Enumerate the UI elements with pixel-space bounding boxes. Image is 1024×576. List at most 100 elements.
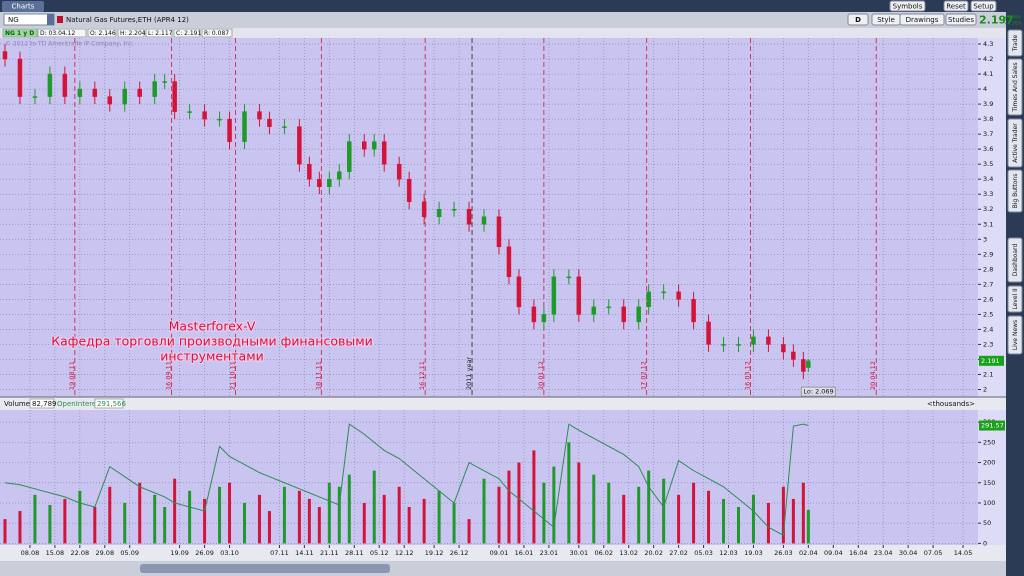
candle-body: [506, 246, 512, 278]
volume-header: [0, 397, 1006, 410]
period-marker-label: 16.09.11: [165, 361, 173, 390]
x-tick-label: 09.04: [824, 549, 843, 557]
candle-body: [107, 96, 113, 105]
side-tab-label[interactable]: Times And Sales: [1012, 62, 1019, 112]
price-plot: [0, 38, 978, 397]
x-tick-label: 12.03: [719, 549, 738, 557]
side-tab-label[interactable]: Active Trader: [1012, 123, 1019, 163]
volume-bar: [517, 462, 521, 544]
volume-bar: [218, 486, 222, 544]
volume-bar: [382, 494, 386, 544]
candle-body: [646, 291, 651, 308]
volume-bar: [677, 494, 681, 544]
tool-button-label[interactable]: Drawings: [906, 16, 939, 24]
x-tick-label: 26.12: [450, 549, 469, 557]
price-axis: [978, 38, 1006, 397]
series-name: OpenInterest: [57, 400, 103, 408]
candle-body: [636, 306, 641, 323]
period-marker-label: 20.04.12: [869, 361, 877, 390]
y-tick-label: 3.2: [983, 205, 993, 213]
volume-bar: [532, 450, 536, 544]
side-tab[interactable]: [1007, 29, 1023, 57]
y-tick-label: 100: [983, 499, 995, 507]
volume-bar: [467, 519, 471, 544]
candle-body: [791, 351, 796, 360]
symbol[interactable]: NG: [8, 16, 19, 24]
info-text: H: 2.204: [120, 30, 146, 37]
annotation: Кафедра торговли производными финансовым…: [51, 334, 373, 349]
volume-bar: [282, 486, 286, 544]
tool-button[interactable]: [899, 13, 945, 26]
volume-bar: [692, 482, 696, 544]
y-tick-label: 200: [983, 459, 995, 467]
volume-bar: [297, 490, 301, 544]
candle-body: [466, 208, 472, 225]
side-tab[interactable]: [1007, 237, 1023, 283]
side-tab[interactable]: [1007, 58, 1023, 116]
candle-body: [736, 344, 741, 346]
top-button[interactable]: [943, 0, 969, 12]
top-button-label[interactable]: Setup: [973, 3, 994, 11]
y-tick-label: 2.9: [983, 250, 993, 258]
x-tick-label: 19.09: [170, 549, 189, 557]
side-tab[interactable]: [1007, 169, 1023, 213]
volume-bar: [123, 502, 127, 544]
volume-bar: [801, 482, 805, 544]
candle-body: [551, 276, 557, 315]
info-cell: [37, 28, 87, 38]
top-button[interactable]: [970, 0, 997, 12]
change: +0.046: [1004, 15, 1021, 21]
tab-label[interactable]: Charts: [12, 3, 35, 11]
volume-bar: [437, 490, 441, 544]
candle-body: [202, 111, 207, 120]
top-button[interactable]: [889, 0, 926, 12]
volume-bar: [736, 507, 740, 544]
info-cell: [145, 28, 173, 38]
side-tab-label[interactable]: Big Buttons: [1012, 174, 1019, 209]
candle-body: [766, 336, 771, 345]
top-button-label[interactable]: Symbols: [893, 3, 923, 11]
scroll-thumb[interactable]: [140, 564, 390, 573]
x-tick-label: 08.08: [21, 549, 40, 557]
side-tab-label[interactable]: Live News: [1012, 320, 1019, 350]
y-tick-label: 3.3: [983, 190, 993, 198]
candle-body: [282, 126, 287, 128]
symbol-dropdown[interactable]: [47, 14, 54, 25]
side-tab-label[interactable]: Trade: [1012, 34, 1019, 52]
candle-body: [242, 111, 247, 142]
side-tab-label[interactable]: Level II: [1012, 288, 1019, 310]
tool-button-label[interactable]: Style: [877, 16, 895, 24]
side-tab-label[interactable]: Dashboard: [1012, 244, 1019, 277]
side-tab[interactable]: [1007, 285, 1023, 313]
info-row: [0, 28, 1006, 38]
volume-bar: [407, 507, 411, 544]
side-tab[interactable]: [1007, 118, 1023, 168]
candle-body: [297, 126, 302, 165]
volume-bar: [3, 519, 7, 544]
y-tick-label: 4.1: [983, 70, 993, 78]
candle-body: [421, 201, 427, 217]
y-tick-label: 3.5: [983, 160, 993, 168]
tab[interactable]: [2, 1, 44, 12]
tool-button-label[interactable]: Studies: [948, 16, 974, 24]
period-button-label[interactable]: D: [855, 16, 861, 24]
series-value-box: [29, 398, 55, 409]
x-tick-label: 07.11: [270, 549, 289, 557]
series-value-box: [94, 398, 124, 409]
open-interest-tag: [979, 420, 1005, 431]
tool-button[interactable]: [945, 13, 977, 26]
side-tab[interactable]: [1007, 315, 1023, 355]
volume-bar: [722, 498, 726, 544]
top-button-label[interactable]: Reset: [946, 3, 966, 11]
y-tick-label: 250: [983, 438, 995, 446]
y-tick-label: 4.2: [983, 55, 993, 63]
candle-body: [2, 51, 8, 60]
period-marker-label: 16.12.11: [418, 361, 426, 390]
candle-body: [317, 178, 322, 187]
x-tick-label: 26.09: [195, 549, 214, 557]
candle-body: [92, 88, 98, 97]
last-price: 2.197: [979, 14, 1014, 27]
period-button[interactable]: [847, 13, 869, 26]
volume-bar: [63, 498, 67, 544]
info-text: R: 0.087: [204, 30, 229, 37]
